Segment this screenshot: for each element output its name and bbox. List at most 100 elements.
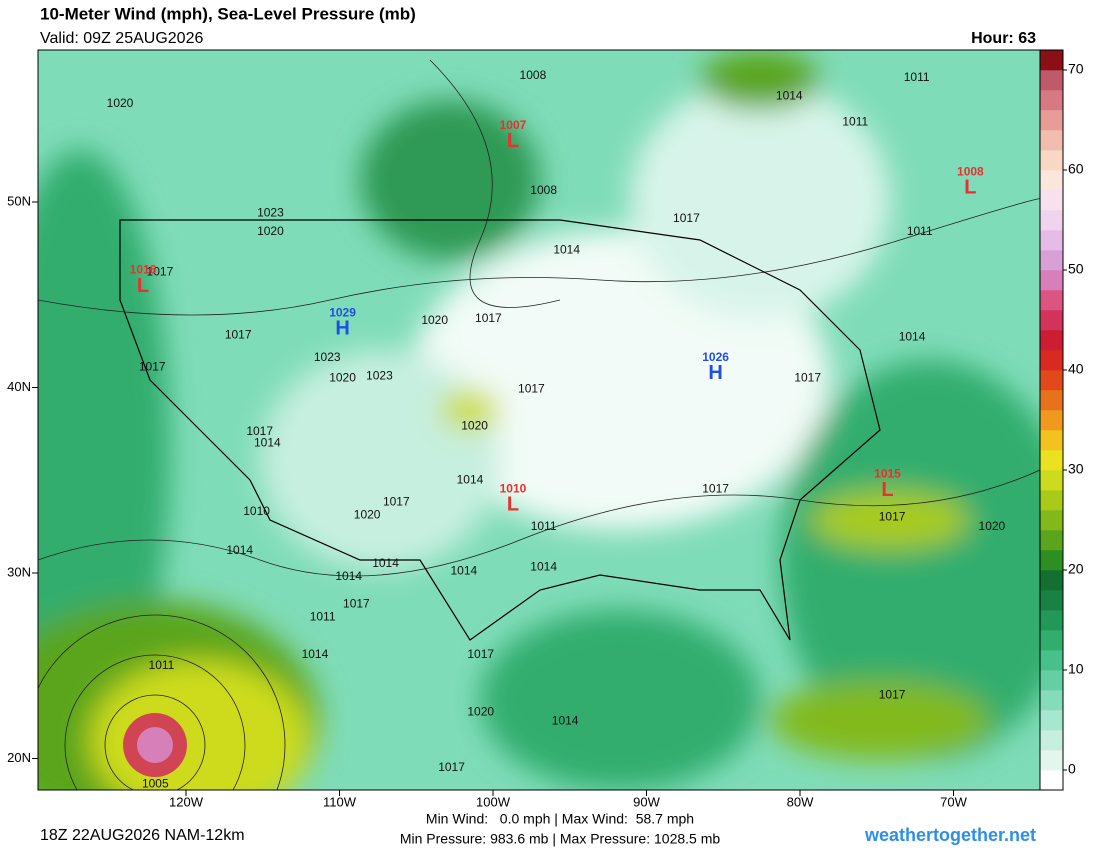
color-segment (1040, 550, 1063, 571)
isobar-label: 1014 (254, 435, 281, 449)
lon-tick-label: 90W (633, 794, 660, 809)
color-segment (1040, 170, 1063, 191)
colorbar-tick-label: 50 (1068, 261, 1084, 277)
isobar-label: 1020 (329, 370, 356, 384)
isobar-label: 1017 (438, 760, 465, 774)
lat-tick-label: 50N (7, 193, 31, 208)
isobar-label: 1017 (879, 510, 906, 524)
center-letter: H (708, 362, 722, 384)
color-segment (1040, 350, 1063, 371)
isobar-label: 1014 (457, 472, 484, 486)
isobar-label: 1014 (899, 330, 926, 344)
color-segment (1040, 190, 1063, 211)
isobar-label: 1017 (475, 311, 502, 325)
wind-stats: Min Wind: 0.0 mph | Max Wind: 58.7 mph (426, 811, 694, 827)
pressure-stats: Min Pressure: 983.6 mb | Max Pressure: 1… (400, 831, 721, 847)
isobar-label: 1017 (467, 647, 494, 661)
isobar-label: 1005 (142, 777, 169, 791)
isobar-label: 1020 (421, 313, 448, 327)
color-segment (1040, 750, 1063, 771)
title: 10-Meter Wind (mph), Sea-Level Pressure … (40, 4, 416, 23)
coastline (119, 219, 881, 641)
color-segment (1040, 430, 1063, 451)
color-segment (1040, 150, 1063, 171)
color-segment (1040, 590, 1063, 611)
isobar-label: 1017 (139, 359, 166, 373)
center-value: 1026 (702, 350, 729, 364)
color-segment (1040, 410, 1063, 431)
colorbar-tick-label: 0 (1068, 761, 1076, 777)
isobar-label: 1014 (530, 560, 557, 574)
isobar-label: 1017 (246, 424, 273, 438)
isobar-label: 1017 (673, 211, 700, 225)
color-segment (1040, 670, 1063, 691)
colorbar-tick-label: 20 (1068, 561, 1084, 577)
center-value: 1007 (500, 118, 527, 132)
isobar-label: 1017 (879, 688, 906, 702)
colorbar: 0 10 20 30 40 50 60 70 (1039, 49, 1084, 791)
isobar-label: 1011 (310, 610, 336, 624)
pressure-labels: 1020100810141011101110081023102010171014… (107, 68, 1006, 791)
wind-shading (38, 50, 1040, 790)
center-value: 1015 (874, 467, 901, 481)
isobar-label: 1017 (147, 265, 174, 279)
color-segment (1040, 290, 1063, 311)
colorbar-tick-label: 10 (1068, 661, 1084, 677)
color-segment (1040, 510, 1063, 531)
isobar-label: 1020 (467, 704, 494, 718)
colorbar-tick-label: 40 (1068, 361, 1084, 377)
isobar-label: 1014 (335, 569, 362, 583)
center-letter: L (964, 176, 976, 198)
isobar-label: 1011 (842, 114, 868, 128)
isobar-label: 1011 (531, 519, 557, 533)
color-segment (1040, 390, 1063, 411)
colorbar-frame (1039, 49, 1064, 791)
isobar-label: 1020 (979, 519, 1006, 533)
map-field: 1020100810141011101110081023102010171014… (38, 50, 1040, 791)
colorbar-tick-label: 70 (1068, 61, 1084, 77)
isobar-label: 1017 (225, 328, 252, 342)
isobar-label: 1011 (149, 658, 175, 672)
isobar-label: 1011 (907, 224, 933, 238)
isobar-label: 1014 (372, 556, 399, 570)
color-segment (1040, 730, 1063, 751)
isobar-label: 1011 (904, 70, 930, 84)
model-run: 18Z 22AUG2026 NAM-12km (40, 827, 245, 844)
isobar-label: 1010 (243, 504, 270, 518)
isobar-label: 1023 (314, 350, 341, 364)
isobars (38, 59, 1040, 790)
center-letter: L (137, 275, 149, 297)
color-segment (1040, 70, 1063, 91)
isobar-label: 1020 (461, 419, 488, 433)
isobar-label: 1020 (354, 508, 381, 522)
isobar-label: 1008 (520, 68, 547, 82)
lon-tick-label: 110W (323, 794, 357, 809)
isobar-label: 1008 (530, 183, 557, 197)
center-letter: L (507, 130, 519, 152)
isobar-label: 1023 (366, 369, 393, 383)
site-link[interactable]: weathertogether.net (864, 825, 1036, 845)
center-value: 1008 (957, 164, 984, 178)
color-segment (1040, 210, 1063, 231)
center-letter: L (881, 479, 893, 501)
color-segment (1040, 690, 1063, 711)
color-segment (1040, 470, 1063, 491)
forecast-hour: Hour: 63 (971, 30, 1036, 47)
isobar-label: 1020 (107, 96, 134, 110)
color-segment (1040, 570, 1063, 591)
isobar-label: 1014 (450, 563, 477, 577)
isobar-label: 1014 (226, 543, 253, 557)
lat-tick-label: 40N (7, 379, 31, 394)
color-segment (1040, 330, 1063, 351)
isobar-label: 1014 (776, 88, 803, 102)
lat-tick-label: 30N (7, 564, 31, 579)
storm-eye-wall (137, 727, 173, 763)
color-segment (1040, 450, 1063, 471)
color-segment (1040, 630, 1063, 651)
color-segment (1040, 530, 1063, 551)
isobar-label: 1017 (383, 495, 410, 509)
isobar-label: 1014 (553, 242, 580, 256)
colorbar-tick-label: 30 (1068, 461, 1084, 477)
color-segment (1040, 310, 1063, 331)
